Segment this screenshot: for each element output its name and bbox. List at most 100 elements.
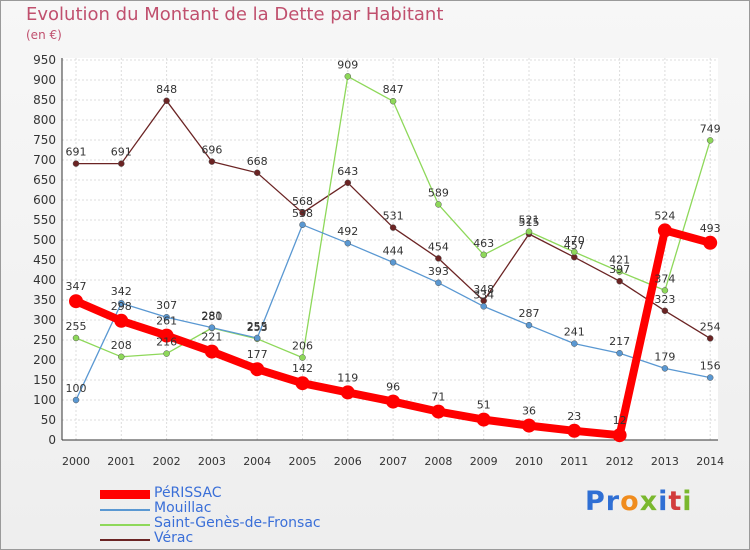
data-point <box>706 335 714 342</box>
data-point <box>616 268 623 275</box>
data-point <box>72 334 80 342</box>
data-label: 538 <box>292 207 313 220</box>
series-lines <box>69 73 718 443</box>
x-tick-label: 2001 <box>107 455 135 468</box>
x-tick-label: 2002 <box>153 455 181 468</box>
logo-letter: i <box>658 486 669 517</box>
data-point <box>661 287 669 294</box>
data-point <box>344 179 352 187</box>
x-tick-label: 2007 <box>379 455 407 468</box>
logo-letter: x <box>639 486 659 517</box>
data-label: 444 <box>383 244 404 257</box>
data-label: 492 <box>337 225 358 238</box>
data-label: 156 <box>700 360 721 373</box>
y-tick-label: 750 <box>33 133 56 147</box>
logo-letter: i <box>682 486 693 517</box>
data-label: 397 <box>609 263 630 276</box>
data-label: 241 <box>564 326 585 339</box>
data-label: 255 <box>66 320 87 333</box>
data-label: 691 <box>111 146 132 159</box>
data-point <box>435 279 442 287</box>
data-label: 393 <box>428 265 449 278</box>
data-label: 51 <box>477 399 491 412</box>
y-tick-label: 600 <box>33 193 56 207</box>
data-label: 217 <box>609 335 630 348</box>
data-label: 96 <box>386 381 400 394</box>
data-label: 691 <box>66 146 87 159</box>
data-point <box>389 224 397 231</box>
y-tick-label: 650 <box>33 173 56 187</box>
y-tick-label: 900 <box>33 73 56 87</box>
data-label: 909 <box>337 58 358 71</box>
data-point <box>431 404 446 419</box>
data-label: 847 <box>383 83 404 96</box>
legend-swatch <box>100 490 150 499</box>
legend-swatch <box>100 524 150 526</box>
data-label: 348 <box>473 283 494 296</box>
data-point <box>706 374 714 381</box>
data-point <box>661 307 669 315</box>
data-point <box>299 209 306 217</box>
x-tick-label: 2012 <box>606 455 634 468</box>
y-tick-label: 500 <box>33 233 56 247</box>
y-tick-label: 450 <box>33 253 56 267</box>
data-point <box>661 365 669 372</box>
data-point <box>480 303 487 310</box>
data-label: 221 <box>201 331 222 344</box>
data-point <box>250 362 265 377</box>
y-tick-label: 950 <box>33 53 56 67</box>
data-label: 470 <box>564 234 585 247</box>
data-label: 347 <box>66 280 87 293</box>
data-label: 208 <box>111 339 132 352</box>
y-tick-label: 350 <box>33 293 56 307</box>
logo-letter: t <box>668 486 683 517</box>
legend-label: Mouillac <box>154 500 212 516</box>
data-label: 524 <box>654 209 675 222</box>
data-point <box>253 334 261 342</box>
x-tick-label: 2011 <box>560 455 588 468</box>
data-label: 261 <box>156 315 177 328</box>
y-tick-label: 150 <box>33 373 56 387</box>
data-point <box>435 201 442 208</box>
data-label: 177 <box>247 348 268 361</box>
y-tick-label: 50 <box>41 413 56 427</box>
data-label: 589 <box>428 186 449 199</box>
data-label: 142 <box>292 362 313 375</box>
data-point <box>72 160 80 167</box>
data-point <box>476 412 491 427</box>
data-label: 643 <box>337 165 358 178</box>
x-tick-label: 2006 <box>334 455 362 468</box>
x-tick-label: 2013 <box>651 455 679 468</box>
data-label: 255 <box>247 320 268 333</box>
data-label: 493 <box>700 222 721 235</box>
x-tick-label: 2003 <box>198 455 226 468</box>
data-point <box>571 248 578 256</box>
x-tick-label: 2008 <box>424 455 452 468</box>
data-point <box>612 428 627 443</box>
data-point <box>208 158 216 165</box>
y-tick-label: 550 <box>33 213 56 227</box>
data-label: 23 <box>567 410 581 423</box>
data-label: 287 <box>519 307 540 320</box>
data-label: 254 <box>700 320 721 333</box>
data-point <box>386 394 401 409</box>
data-point <box>480 251 487 259</box>
data-label: 334 <box>473 288 494 301</box>
data-point <box>616 277 623 285</box>
y-tick-label: 200 <box>33 353 56 367</box>
data-point <box>69 294 83 309</box>
data-label: 216 <box>156 336 177 349</box>
data-point <box>299 221 306 229</box>
data-point <box>295 376 310 391</box>
data-point <box>340 385 355 400</box>
legend-swatch <box>100 539 150 541</box>
logo-letter: r <box>605 486 621 517</box>
data-label: 253 <box>247 321 268 334</box>
data-label: 119 <box>337 371 358 384</box>
data-point <box>163 313 170 321</box>
data-label: 454 <box>428 240 449 253</box>
x-tick-label: 2005 <box>289 455 317 468</box>
data-point <box>118 299 125 307</box>
data-point <box>114 313 129 328</box>
data-label: 71 <box>431 391 445 404</box>
